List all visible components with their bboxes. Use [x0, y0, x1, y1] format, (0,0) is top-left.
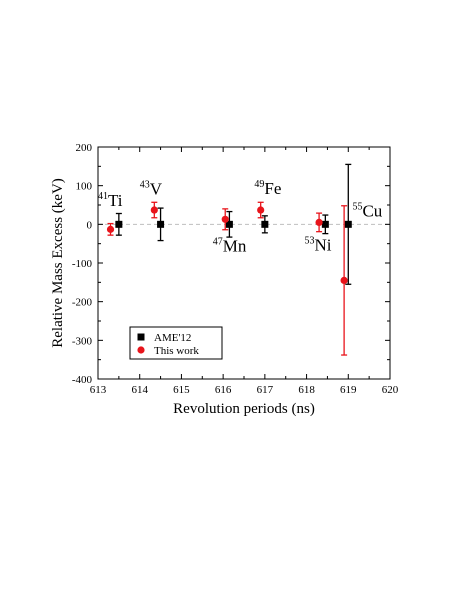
- nuclide-label-mn: 47Mn: [213, 236, 247, 255]
- nuclide-element-symbol: Ti: [108, 191, 123, 210]
- this-work-point: [106, 225, 115, 233]
- nuclide-label-v: 43V: [140, 180, 163, 199]
- y-tick-label: -200: [72, 297, 93, 309]
- nuclide-mass-number: 41: [98, 191, 108, 202]
- nuclide-element-symbol: V: [150, 180, 163, 199]
- x-tick-label: 615: [173, 384, 190, 396]
- ame12-point: [261, 220, 269, 228]
- y-tick-label: -100: [72, 258, 93, 270]
- ame12-point: [225, 220, 233, 228]
- nuclide-label-cu: 55Cu: [352, 202, 382, 221]
- nuclide-label-ti: 41Ti: [98, 191, 123, 210]
- y-tick-label: -400: [72, 374, 93, 386]
- nuclide-label-fe: 49Fe: [254, 179, 281, 198]
- this-work-point: [221, 215, 229, 223]
- y-tick-label: 0: [87, 219, 93, 231]
- nuclide-element-symbol: Fe: [264, 179, 281, 198]
- y-axis-label: Relative Mass Excess (keV): [50, 178, 66, 348]
- x-tick-label: 613: [90, 384, 107, 396]
- this-work-point: [150, 206, 158, 214]
- x-tick-label: 619: [340, 384, 357, 396]
- y-tick-label: 100: [76, 181, 93, 193]
- x-tick-label: 618: [298, 384, 315, 396]
- legend-label: This work: [154, 345, 199, 357]
- this-work-point: [340, 276, 348, 284]
- nuclide-label-ni: 53Ni: [304, 236, 331, 255]
- y-tick-label: 200: [76, 142, 93, 154]
- x-axis-label: Revolution periods (ns): [173, 401, 315, 417]
- nuclide-mass-number: 47: [213, 236, 223, 247]
- this-work-point: [315, 218, 323, 226]
- y-tick-label: -300: [72, 335, 93, 347]
- nuclide-element-symbol: Mn: [223, 236, 247, 255]
- x-tick-label: 616: [215, 384, 232, 396]
- this-work-point: [257, 206, 265, 214]
- nuclide-mass-number: 53: [304, 236, 314, 247]
- nuclide-mass-number: 49: [254, 179, 264, 190]
- nuclide-mass-number: 55: [352, 202, 362, 213]
- legend-marker-square: [137, 333, 145, 341]
- nuclide-element-symbol: Cu: [362, 202, 382, 221]
- x-tick-label: 617: [257, 384, 274, 396]
- ame12-point: [321, 220, 329, 228]
- ame12-point: [115, 220, 123, 228]
- axes-layer: 613 614 615 616 617 618 619 620 -400 -300 -200 -100…: [72, 142, 399, 396]
- plot-layer: 41Ti 43V 47Mn 49Fe 53Ni 55Cu: [98, 163, 390, 356]
- x-tick-label: 620: [382, 384, 399, 396]
- ame12-point: [157, 220, 165, 228]
- nuclide-element-symbol: Ni: [314, 236, 331, 255]
- legend-box: [129, 326, 223, 360]
- legend-label: AME'12: [154, 332, 191, 344]
- x-tick-label: 614: [131, 384, 148, 396]
- ame12-point: [344, 220, 352, 228]
- nuclide-mass-number: 43: [140, 180, 150, 191]
- legend-marker-circle: [137, 346, 145, 354]
